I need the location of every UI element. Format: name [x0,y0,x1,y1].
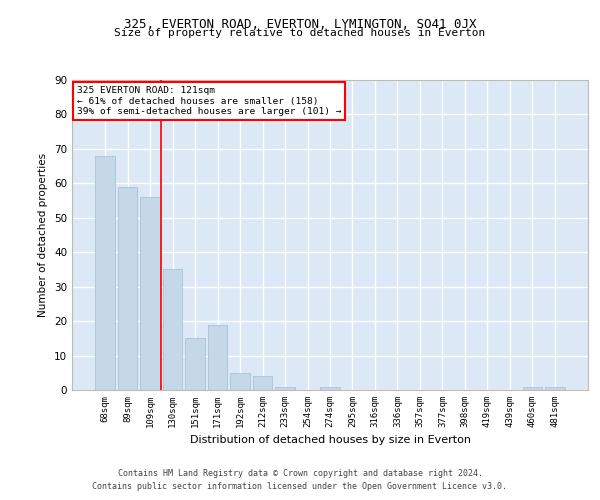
Text: Size of property relative to detached houses in Everton: Size of property relative to detached ho… [115,28,485,38]
Bar [95,156,115,390]
Y-axis label: Number of detached properties: Number of detached properties [38,153,49,317]
Bar [163,270,182,390]
X-axis label: Distribution of detached houses by size in Everton: Distribution of detached houses by size … [190,436,470,446]
Bar [185,338,205,390]
Bar [320,386,340,390]
Bar [140,197,160,390]
Bar [253,376,272,390]
Bar [208,324,227,390]
Bar [118,187,137,390]
Text: Contains public sector information licensed under the Open Government Licence v3: Contains public sector information licen… [92,482,508,491]
Bar [275,386,295,390]
Text: 325 EVERTON ROAD: 121sqm
← 61% of detached houses are smaller (158)
39% of semi-: 325 EVERTON ROAD: 121sqm ← 61% of detach… [77,86,341,116]
Bar [523,386,542,390]
Text: Contains HM Land Registry data © Crown copyright and database right 2024.: Contains HM Land Registry data © Crown c… [118,468,482,477]
Text: 325, EVERTON ROAD, EVERTON, LYMINGTON, SO41 0JX: 325, EVERTON ROAD, EVERTON, LYMINGTON, S… [124,18,476,30]
Bar [545,386,565,390]
Bar [230,373,250,390]
